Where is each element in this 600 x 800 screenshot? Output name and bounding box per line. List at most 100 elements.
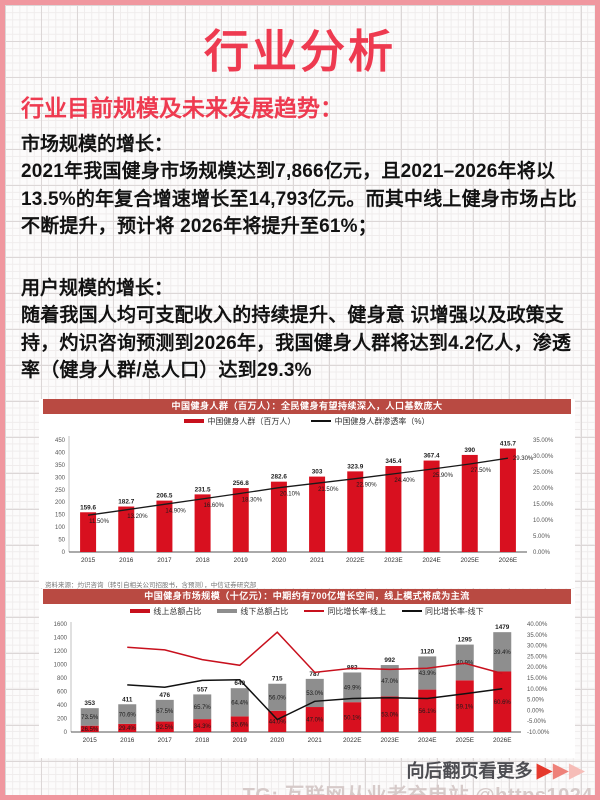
offline-bar-segment — [493, 632, 512, 672]
y-axis-tick: 0 — [62, 550, 66, 556]
bar — [156, 500, 173, 552]
section-subtitle: 行业目前规模及未来发展趋势： — [21, 95, 343, 121]
bar — [385, 466, 402, 552]
y-axis-tick: 1400 — [54, 636, 68, 642]
y-axis-tick: 400 — [55, 450, 66, 456]
offline-bar-segment — [418, 656, 437, 690]
y-axis-tick: 300 — [55, 475, 66, 481]
x-axis-label: 2024E — [422, 557, 440, 564]
bar — [194, 494, 211, 552]
user-scale-text: 随着我国人均可支配收入的持续提升、健身意 识增强以及政策支持，灼识咨询预测到20… — [21, 305, 572, 381]
x-axis-label: 2026E — [493, 737, 511, 744]
chart1-source: 资料来源：灼识咨询（转引自相关公司招股书，含预测），中信证券研究部 — [45, 582, 257, 589]
x-axis-label: 2020 — [270, 737, 285, 744]
chart2-legend-online-bar: 线上总额占比 — [130, 606, 201, 617]
total-label: 1479 — [495, 624, 510, 631]
offline-bar-segment — [455, 644, 474, 681]
total-label: 557 — [197, 686, 208, 693]
y-axis-tick: 200 — [55, 500, 66, 506]
y-axis-tick: 450 — [55, 438, 66, 444]
online-bar-segment — [380, 696, 399, 732]
y2-axis-tick: 10.00% — [527, 687, 548, 693]
y2-axis-tick: 15.00% — [533, 502, 554, 508]
y2-axis-tick: -10.00% — [527, 730, 550, 736]
chart2-legend-online-growth: 同比增长率-线上 — [304, 606, 386, 617]
x-axis-label: 2017 — [157, 557, 172, 564]
bar-label: 323.9 — [347, 463, 363, 470]
fitness-population-chart: 中国健身人群（百万人）：全民健身有望持续深入，人口基数庞大 中国健身人群（百万人… — [39, 399, 575, 589]
bar-label: 303 — [312, 469, 323, 476]
x-axis-label: 2022E — [343, 737, 361, 744]
red-line-swatch-icon — [304, 610, 325, 612]
y-axis-tick: 0 — [64, 730, 68, 736]
online-share-label: 44.0% — [269, 720, 287, 726]
online-bar-segment — [418, 689, 437, 732]
watermark: TG: 互联网从业者充电站 @https1024 — [242, 779, 593, 800]
x-axis-label: 2016 — [120, 737, 135, 744]
online-growth-line — [127, 631, 503, 675]
bar-label: 256.8 — [233, 480, 249, 487]
next-page-arrow-icon: ▶ — [536, 758, 553, 782]
bar — [347, 471, 364, 552]
gray-bar-swatch-icon — [217, 609, 238, 613]
watermark-name: 互联网从业者充电站 — [284, 785, 470, 795]
line-label: 20.10% — [280, 492, 301, 498]
y2-axis-tick: 5.00% — [533, 534, 551, 540]
line-label: 14.90% — [165, 508, 186, 514]
bar-label: 367.4 — [424, 453, 440, 460]
x-axis-label: 2025E — [461, 557, 479, 564]
next-page-arrow-icon: ▶ — [568, 758, 585, 782]
y2-axis-tick: 20.00% — [533, 486, 554, 492]
online-share-label: 50.1% — [344, 715, 362, 721]
y2-axis-tick: 25.00% — [533, 470, 554, 476]
y2-axis-tick: 25.00% — [527, 654, 548, 660]
y2-axis-tick: 5.00% — [527, 698, 545, 704]
x-axis-label: 2018 — [195, 557, 210, 564]
chart1-legend-bar-label: 中国健身人群（百万人） — [207, 416, 296, 426]
chart1-title-banner: 中国健身人群（百万人）：全民健身有望持续深入，人口基数庞大 — [43, 399, 571, 414]
bar — [423, 460, 440, 552]
x-axis-label: 2025E — [456, 737, 474, 744]
bar — [499, 448, 516, 552]
red-bar-swatch-icon — [130, 609, 151, 613]
x-axis-label: 2021 — [308, 737, 323, 744]
offline-bar-segment — [230, 688, 249, 717]
total-label: 1120 — [420, 648, 434, 655]
x-axis-label: 2019 — [233, 737, 248, 744]
bar — [461, 454, 478, 552]
online-share-label: 60.6% — [494, 700, 512, 706]
y2-axis-tick: 10.00% — [533, 518, 554, 524]
line-label: 18.30% — [242, 497, 263, 503]
x-axis-label: 2023E — [381, 737, 399, 744]
online-bar-segment — [193, 719, 212, 732]
online-share-label: 35.6% — [231, 722, 249, 728]
total-label: 992 — [384, 657, 395, 664]
y-axis-tick: 250 — [55, 488, 66, 494]
bar — [118, 506, 135, 552]
more-pages-label: 向后翻页看更多 — [406, 761, 533, 781]
bar — [232, 488, 249, 552]
offline-bar-segment — [118, 704, 137, 724]
x-axis-label: 2023E — [384, 557, 402, 564]
bar-label: 182.7 — [118, 499, 134, 506]
total-label: 649 — [234, 680, 245, 687]
chart1-svg: 0 50 100 150 200 250 300 350 400 450 0.00% 5.00% 10.… — [55, 436, 554, 564]
chart2-legend-offline-growth: 同比增长率-线下 — [402, 606, 484, 617]
y2-axis-tick: 40.00% — [527, 622, 548, 628]
total-label: 353 — [84, 700, 95, 707]
chart2-legend-offline-bar: 线下总额占比 — [217, 606, 288, 617]
page-footer: 向后翻页看更多 ▶ ▶ ▶ — [407, 757, 585, 783]
online-share-label: 29.4% — [119, 726, 137, 732]
black-line-swatch-icon — [311, 420, 332, 422]
offline-bar-segment — [193, 694, 212, 720]
penetration-line — [87, 457, 509, 516]
bar-label: 231.5 — [195, 486, 211, 493]
online-share-label: 32.5% — [156, 725, 174, 731]
watermark-handle: @https1024 — [469, 785, 593, 800]
offline-share-label: 39.4% — [494, 650, 512, 656]
y-axis-tick: 100 — [55, 525, 66, 531]
watermark-prefix: TG: — [242, 785, 285, 800]
y2-axis-tick: 35.00% — [533, 438, 554, 444]
market-scale-chart: 中国健身市场规模（十亿元）：中期约有700亿增长空间，线上模式将成为主流 线上总… — [39, 589, 575, 758]
online-bar-segment — [493, 671, 512, 732]
